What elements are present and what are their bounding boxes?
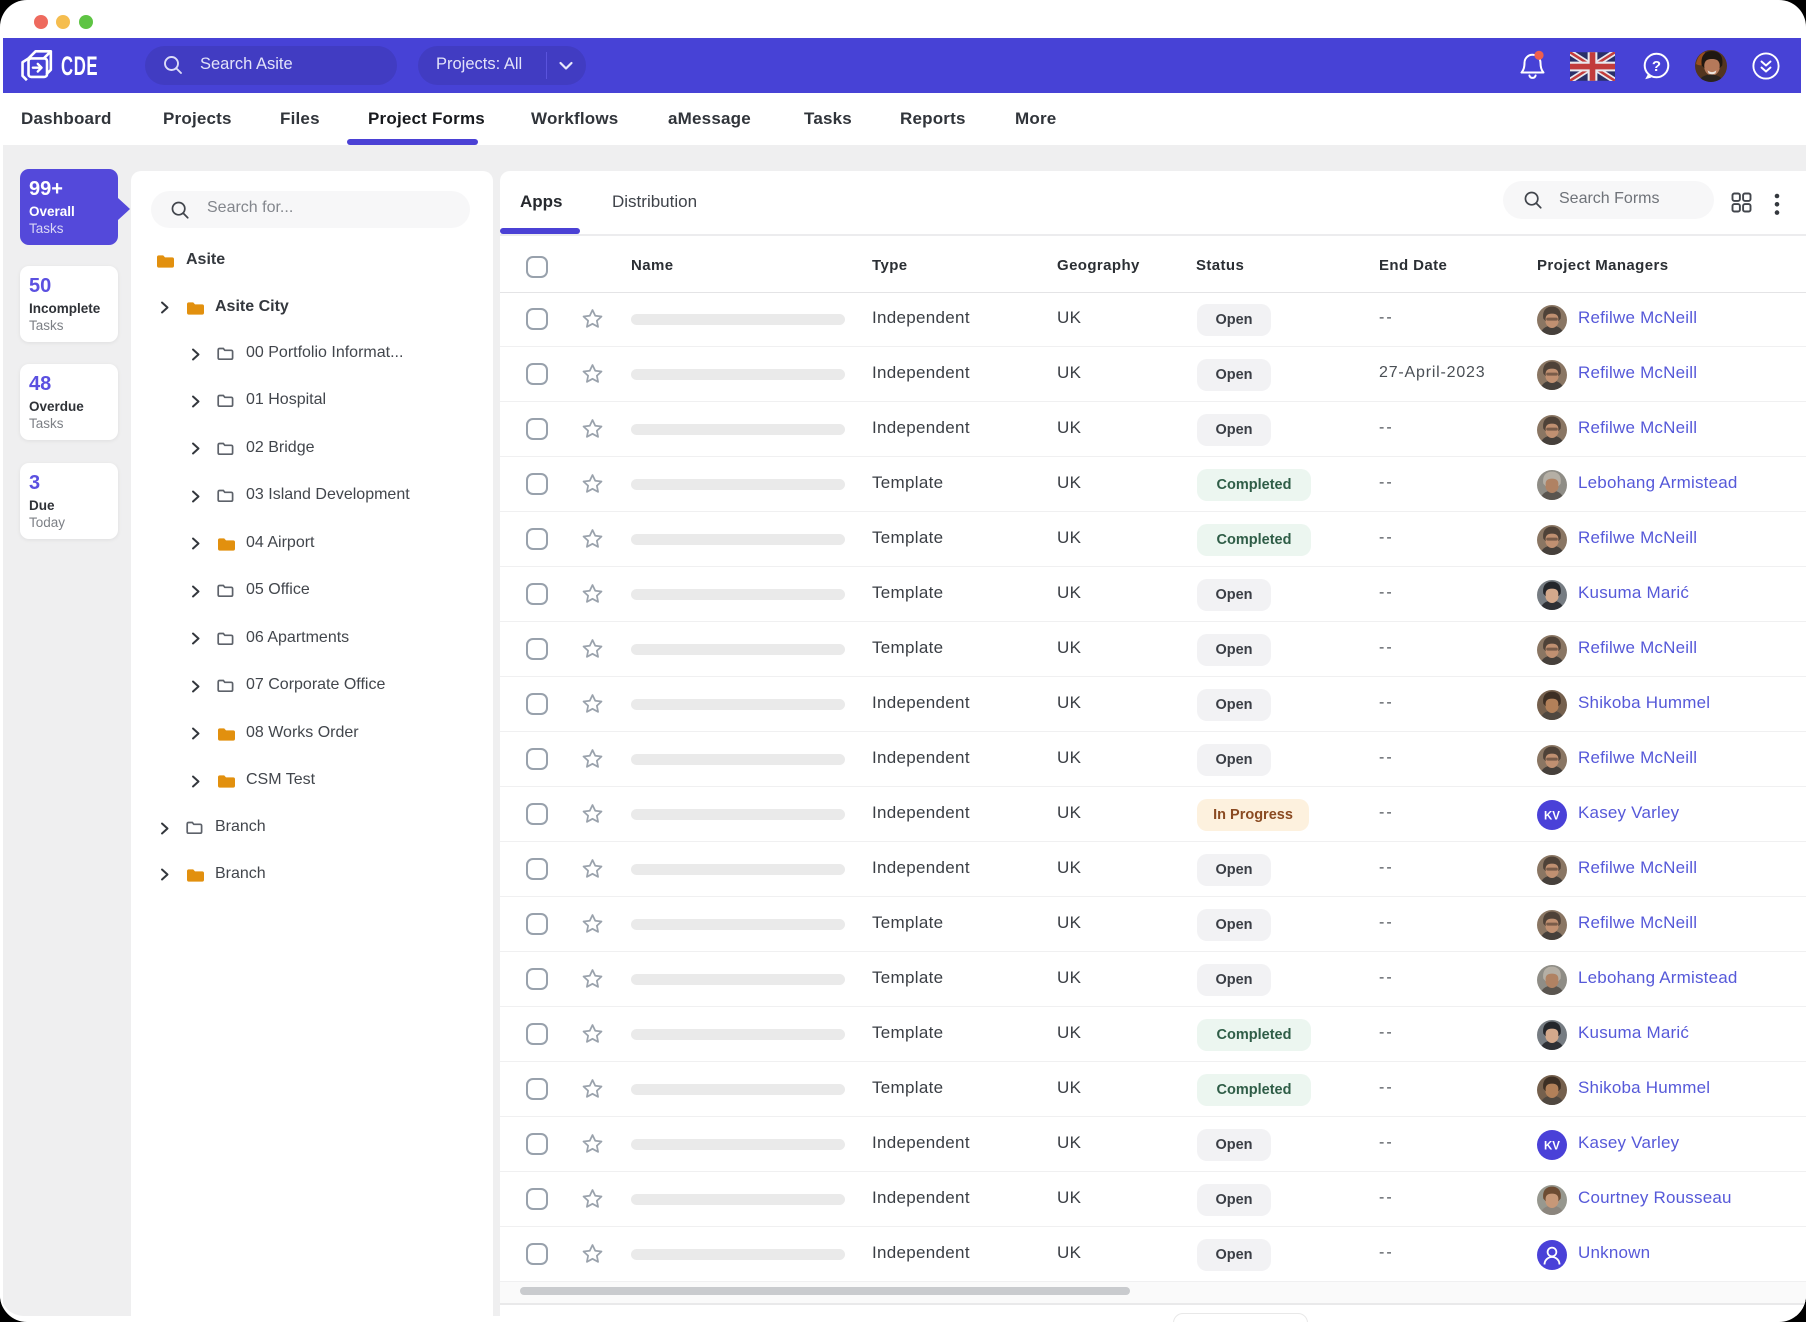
svg-text:KV: KV <box>1544 810 1560 822</box>
svg-text:?: ? <box>1652 58 1661 75</box>
svg-text:KV: KV <box>1544 1140 1560 1152</box>
